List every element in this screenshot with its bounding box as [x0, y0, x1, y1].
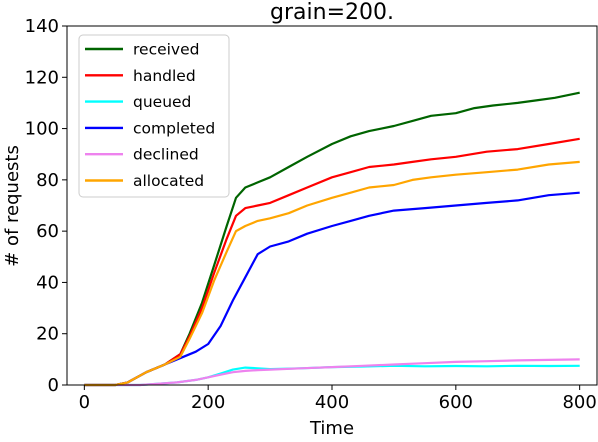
x-tick-label: 0: [79, 392, 90, 413]
y-tick-label: 100: [25, 119, 59, 140]
y-tick-label: 120: [25, 67, 59, 88]
plot-area: [84, 91, 580, 387]
y-axis: 0 20 40 60 80 100 120 140: [25, 16, 67, 396]
x-tick-label: 200: [191, 392, 225, 413]
y-tick-label: 140: [25, 16, 59, 37]
y-tick-label: 0: [48, 375, 59, 396]
legend: received handled queued completed declined al…: [78, 34, 230, 198]
y-axis-label: # of requests: [2, 145, 23, 267]
x-tick-label: 600: [439, 392, 473, 413]
y-tick-label: 40: [36, 272, 59, 293]
legend-label-handled: handled: [133, 67, 196, 85]
legend-label-queued: queued: [133, 93, 191, 111]
series-line-allocated: [84, 160, 580, 387]
legend-label-declined: declined: [133, 146, 199, 164]
x-axis-label: Time: [309, 418, 354, 438]
legend-label-allocated: allocated: [133, 172, 204, 190]
x-axis: 0 200 400 600 800: [79, 385, 597, 413]
y-tick-label: 60: [36, 221, 59, 242]
legend-label-completed: completed: [133, 119, 215, 137]
x-tick-label: 800: [562, 392, 596, 413]
chart-title: grain=200.: [270, 0, 394, 25]
series-line-declined: [84, 358, 580, 387]
legend-label-received: received: [133, 41, 199, 59]
x-tick-label: 400: [315, 392, 349, 413]
y-tick-label: 80: [36, 170, 59, 191]
y-tick-label: 20: [36, 324, 59, 345]
